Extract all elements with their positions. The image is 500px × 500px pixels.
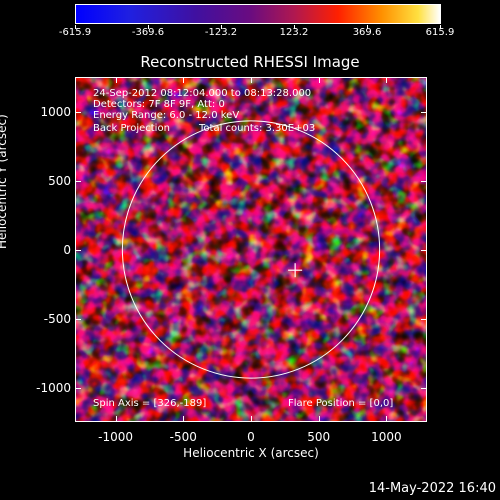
y-tick-label: 1000 bbox=[40, 104, 71, 119]
x-tick-mark bbox=[115, 77, 117, 83]
solar-limb-circle bbox=[121, 120, 381, 379]
y-tick-mark bbox=[75, 387, 81, 389]
x-tick-mark bbox=[318, 77, 320, 83]
x-tick-mark bbox=[386, 77, 388, 83]
y-tick-mark bbox=[421, 249, 427, 251]
x-tick-mark bbox=[115, 416, 117, 422]
x-tick-label: -500 bbox=[169, 430, 197, 444]
detectors-text: Detectors: 7F 8F 9F, Att: 0 bbox=[93, 99, 225, 110]
x-tick-mark bbox=[183, 416, 185, 422]
y-tick-label: -500 bbox=[43, 311, 71, 326]
energy-range-text: Energy Range: 6.0 - 12.0 keV bbox=[93, 110, 240, 121]
flare-position-text: Flare Position = [0,0] bbox=[288, 398, 394, 409]
x-tick-label: 1000 bbox=[371, 430, 402, 444]
colorbar bbox=[75, 4, 441, 24]
image-canvas bbox=[75, 77, 427, 422]
plot-title: Reconstructed RHESSI Image bbox=[140, 53, 360, 71]
colorbar-tick bbox=[294, 25, 295, 29]
y-tick-label: 0 bbox=[63, 242, 71, 257]
x-tick-mark bbox=[318, 416, 320, 422]
spin-axis-marker bbox=[288, 263, 303, 278]
y-tick-mark bbox=[75, 318, 81, 320]
rhessi-image: 24-Sep-2012 08:12:04.000 to 08:13:28.000… bbox=[75, 77, 427, 422]
y-tick-mark bbox=[421, 387, 427, 389]
colorbar-tick bbox=[220, 25, 222, 29]
y-tick-label: -1000 bbox=[36, 380, 71, 395]
y-tick-mark bbox=[421, 318, 427, 320]
time-range-text: 24-Sep-2012 08:12:04.000 to 08:13:28.000 bbox=[93, 88, 312, 99]
colorbar-tick-label: 123.2 bbox=[279, 27, 309, 38]
total-counts-text: Total counts: 3.30E+03 bbox=[199, 123, 316, 134]
timestamp: 14-May-2022 16:40 bbox=[368, 481, 496, 496]
y-tick-label: 500 bbox=[48, 173, 71, 188]
x-tick-mark bbox=[386, 416, 388, 422]
colorbar-tick-label: -615.9 bbox=[58, 27, 92, 38]
x-tick-mark bbox=[251, 416, 252, 422]
spin-axis-text: Spin Axis = [326,-189] bbox=[93, 398, 207, 409]
colorbar-tick-label: 615.9 bbox=[425, 27, 455, 38]
colorbar-tick bbox=[367, 25, 369, 29]
y-axis-label: Heliocentric Y (arcsec) bbox=[0, 114, 9, 249]
y-tick-mark bbox=[421, 111, 427, 113]
x-tick-label: 0 bbox=[247, 430, 255, 444]
emission-map bbox=[75, 77, 427, 422]
colorbar-tick-label: 369.6 bbox=[352, 27, 382, 38]
y-tick-mark bbox=[75, 249, 81, 251]
x-tick-mark bbox=[251, 77, 252, 83]
method-text: Back Projection bbox=[93, 123, 170, 134]
x-tick-label: 500 bbox=[307, 430, 331, 444]
colorbar-tick bbox=[147, 25, 149, 29]
x-axis-label: Heliocentric X (arcsec) bbox=[183, 446, 319, 460]
x-tick-label: -1000 bbox=[98, 430, 134, 444]
colorbar-tick-label: -369.6 bbox=[131, 27, 165, 38]
y-tick-mark bbox=[75, 180, 81, 182]
colorbar-tick bbox=[440, 25, 441, 29]
colorbar-tick bbox=[75, 25, 76, 29]
y-tick-mark bbox=[421, 180, 427, 182]
x-tick-mark bbox=[183, 77, 185, 83]
y-tick-mark bbox=[75, 111, 81, 113]
colorbar-tick-label: -123.2 bbox=[204, 27, 238, 38]
